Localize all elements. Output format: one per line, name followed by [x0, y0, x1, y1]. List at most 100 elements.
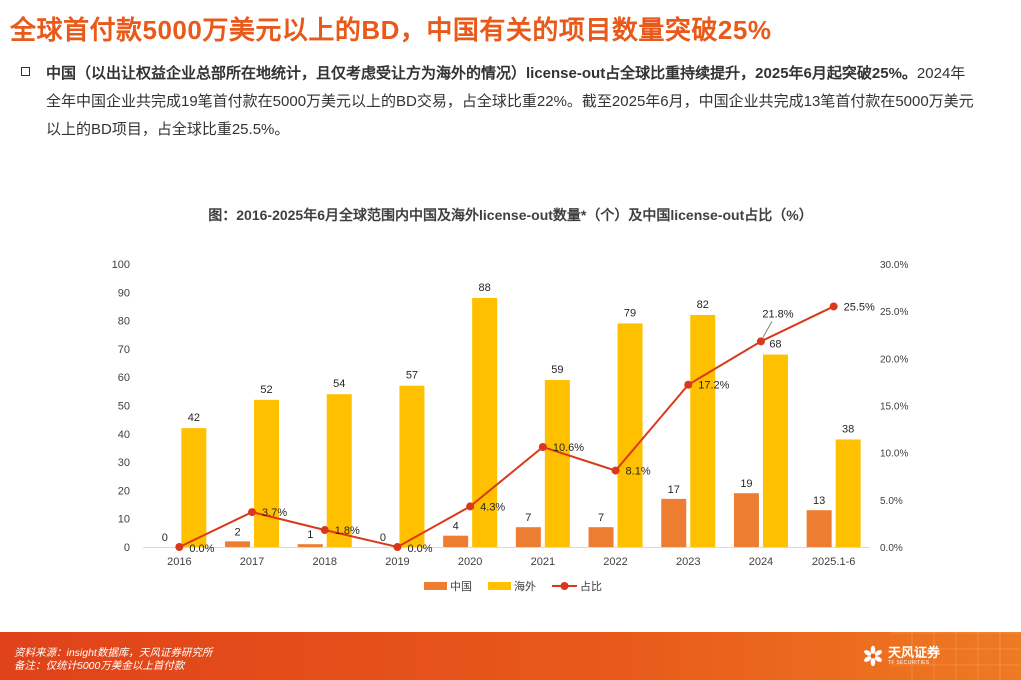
y-left-tick-label: 30 [118, 457, 130, 469]
legend-label-china: 中国 [450, 580, 472, 593]
summary-text: 中国（以出让权益企业总部所在地统计，且仅考虑受让方为海外的情况）license-… [46, 60, 976, 144]
share-label: 10.6% [553, 442, 584, 454]
bar-overseas [544, 380, 570, 547]
share-point [538, 443, 547, 452]
footer-pattern [891, 632, 1021, 680]
bar-china [588, 527, 614, 547]
share-label: 8.1% [626, 466, 651, 478]
footer-notes: 资料来源：insight数据库，天风证券研究所 备注：仅统计5000万美金以上首… [14, 647, 212, 673]
square-bullet-icon [21, 67, 30, 76]
slide-title: 全球首付款5000万美元以上的BD，中国有关的项目数量突破25% [10, 15, 772, 45]
source-note: 资料来源：insight数据库，天风证券研究所 [14, 647, 213, 659]
legend-label-share: 占比 [580, 579, 602, 593]
share-label: 0.0% [407, 543, 432, 555]
bar-china-label: 2 [234, 526, 240, 538]
bar-china-label: 0 [380, 532, 386, 544]
y-right-tick-label: 20.0% [880, 354, 908, 365]
share-point [175, 543, 184, 551]
y-left-tick-label: 100 [112, 259, 130, 271]
chart-title: 图：2016-2025年6月全球范围内中国及海外license-out数量*（个… [208, 207, 813, 223]
x-tick-label: 2022 [603, 556, 627, 568]
bar-overseas [254, 399, 280, 547]
bar-overseas [690, 314, 716, 547]
y-right-tick-label: 0.0% [880, 543, 903, 554]
legend-swatch-china [424, 582, 447, 590]
x-tick-label: 2019 [385, 556, 409, 568]
y-right-tick-label: 25.0% [880, 307, 908, 318]
y-left-tick-label: 70 [118, 344, 130, 356]
bar-china [806, 510, 832, 547]
bar-overseas-label: 88 [479, 282, 491, 294]
bar-overseas-label: 79 [624, 307, 636, 319]
bar-overseas-label: 59 [551, 364, 563, 376]
x-tick-label: 2024 [749, 556, 773, 568]
x-tick-label: 2016 [167, 556, 191, 568]
y-right-tick-label: 15.0% [880, 402, 908, 413]
bar-overseas [399, 385, 425, 547]
share-line [178, 305, 835, 549]
combo-chart: 01020304050607080901000.0%5.0%10.0%15.0%… [112, 259, 909, 593]
legend-label-overseas: 海外 [514, 579, 536, 593]
bar-china-label: 19 [740, 478, 752, 490]
share-point [684, 380, 693, 389]
y-left-tick-label: 90 [118, 287, 130, 299]
y-left-tick-label: 40 [118, 429, 130, 441]
share-point [611, 466, 620, 475]
bar-china [225, 541, 251, 547]
bar-china-label: 7 [525, 512, 531, 524]
y-left-tick-label: 20 [118, 485, 130, 497]
share-point [466, 502, 475, 511]
share-label: 21.8% [762, 308, 793, 320]
footer-bar: 资料来源：insight数据库，天风证券研究所 备注：仅统计5000万美金以上首… [0, 632, 1021, 680]
x-tick-label: 2023 [676, 556, 700, 568]
brand-name: 天风证券 [888, 645, 941, 660]
remark-note: 备注：仅统计5000万美金以上首付款 [14, 660, 185, 672]
bar-china [515, 527, 541, 547]
y-right-tick-label: 10.0% [880, 449, 908, 460]
share-point [320, 526, 329, 535]
bar-overseas-label: 38 [842, 423, 854, 435]
x-tick-label: 2018 [313, 556, 337, 568]
bar-china-label: 0 [162, 532, 168, 544]
bar-overseas [617, 323, 643, 547]
bar-overseas-label: 54 [333, 378, 345, 390]
share-label-leader [762, 321, 773, 338]
bar-overseas [472, 297, 498, 547]
y-right-tick-label: 5.0% [880, 496, 903, 507]
y-left-tick-label: 80 [118, 316, 130, 328]
legend-swatch-overseas [488, 582, 511, 590]
summary-body: 2024年全年中国企业共完成19笔首付款在5000万美元以上的BD交易，占全球比… [46, 65, 974, 138]
bar-overseas [835, 439, 861, 547]
bar-china [661, 498, 687, 547]
y-left-tick-label: 50 [118, 401, 130, 413]
bar-china-label: 17 [668, 484, 680, 496]
bar-overseas [762, 354, 788, 547]
bar-overseas-label: 42 [188, 412, 200, 424]
bar-overseas-label: 57 [406, 370, 418, 382]
share-label: 3.7% [262, 507, 287, 519]
summary-bullet: 中国（以出让权益企业总部所在地统计，且仅考虑受让方为海外的情况）license-… [21, 60, 976, 144]
bar-china-label: 1 [307, 529, 313, 541]
bar-overseas-label: 68 [769, 339, 781, 351]
flower-logo-icon [863, 645, 883, 667]
summary-lead: 中国（以出让权益企业总部所在地统计，且仅考虑受让方为海外的情况）license-… [46, 65, 917, 82]
share-label: 17.2% [698, 380, 729, 392]
x-tick-label: 2020 [458, 556, 482, 568]
bar-china [733, 493, 759, 547]
y-left-tick-label: 0 [124, 542, 130, 554]
bar-overseas-label: 82 [697, 299, 709, 311]
bar-overseas-label: 52 [260, 384, 272, 396]
x-tick-label: 2025.1-6 [812, 556, 855, 568]
bar-china [443, 535, 469, 547]
bar-china-label: 13 [813, 495, 825, 507]
share-label: 0.0% [189, 543, 214, 555]
y-right-tick-label: 30.0% [880, 260, 908, 271]
bar-china-label: 4 [453, 521, 459, 533]
x-tick-label: 2017 [240, 556, 264, 568]
share-label: 25.5% [844, 301, 875, 313]
bar-china-label: 7 [598, 512, 604, 524]
share-point [756, 337, 765, 346]
brand-logo: 天风证券 TF SECURITIES [862, 645, 940, 667]
x-tick-label: 2021 [531, 556, 555, 568]
brand-subtitle: TF SECURITIES [888, 660, 930, 666]
